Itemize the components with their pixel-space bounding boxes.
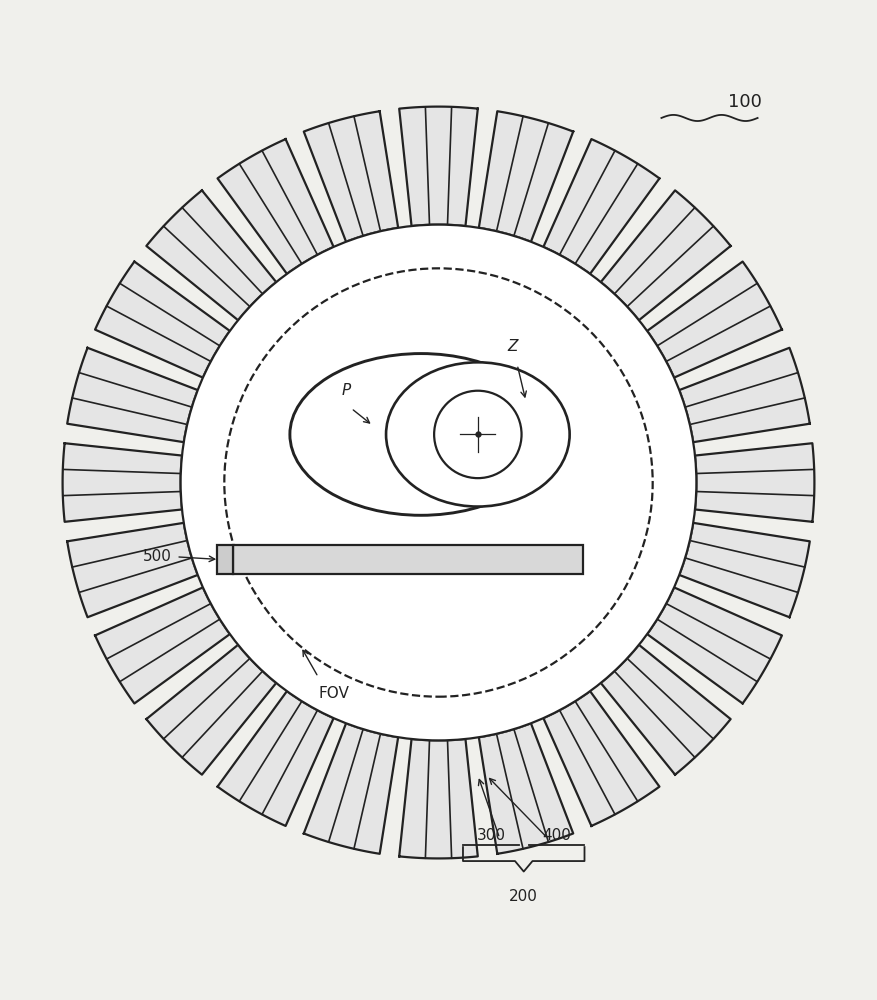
Bar <box>233 545 582 574</box>
Text: 100: 100 <box>728 93 762 111</box>
Polygon shape <box>479 111 574 242</box>
Polygon shape <box>303 723 398 854</box>
Polygon shape <box>399 739 478 858</box>
Polygon shape <box>544 139 660 274</box>
Text: FOV: FOV <box>318 686 349 701</box>
Polygon shape <box>146 645 276 775</box>
Polygon shape <box>217 139 333 274</box>
Polygon shape <box>680 348 809 442</box>
Polygon shape <box>601 190 731 320</box>
Text: 200: 200 <box>510 889 538 904</box>
Polygon shape <box>68 348 197 442</box>
Circle shape <box>181 225 696 740</box>
Bar <box>217 545 233 574</box>
Text: 300: 300 <box>476 828 505 843</box>
Polygon shape <box>544 691 660 826</box>
Polygon shape <box>647 587 782 703</box>
Polygon shape <box>647 262 782 378</box>
Polygon shape <box>479 723 574 854</box>
Text: P: P <box>342 383 352 398</box>
Text: Z: Z <box>508 339 518 354</box>
Polygon shape <box>601 645 731 775</box>
Polygon shape <box>695 443 815 522</box>
Ellipse shape <box>386 362 570 507</box>
Text: 400: 400 <box>542 828 571 843</box>
Polygon shape <box>217 691 333 826</box>
Polygon shape <box>95 587 230 703</box>
Text: 500: 500 <box>143 549 172 564</box>
Polygon shape <box>399 107 478 226</box>
Ellipse shape <box>434 391 522 478</box>
Polygon shape <box>95 262 230 378</box>
Polygon shape <box>146 190 276 320</box>
Polygon shape <box>62 443 182 522</box>
Ellipse shape <box>290 354 553 515</box>
Polygon shape <box>680 523 809 617</box>
Polygon shape <box>68 523 197 617</box>
Polygon shape <box>303 111 398 242</box>
